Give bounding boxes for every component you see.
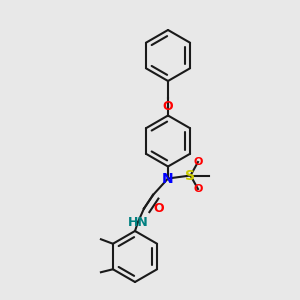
Text: O: O [193, 157, 203, 167]
Text: HN: HN [128, 215, 148, 229]
Text: N: N [162, 172, 174, 185]
Text: O: O [153, 202, 164, 215]
Text: O: O [193, 184, 203, 194]
Text: S: S [185, 169, 196, 182]
Text: O: O [163, 100, 173, 113]
